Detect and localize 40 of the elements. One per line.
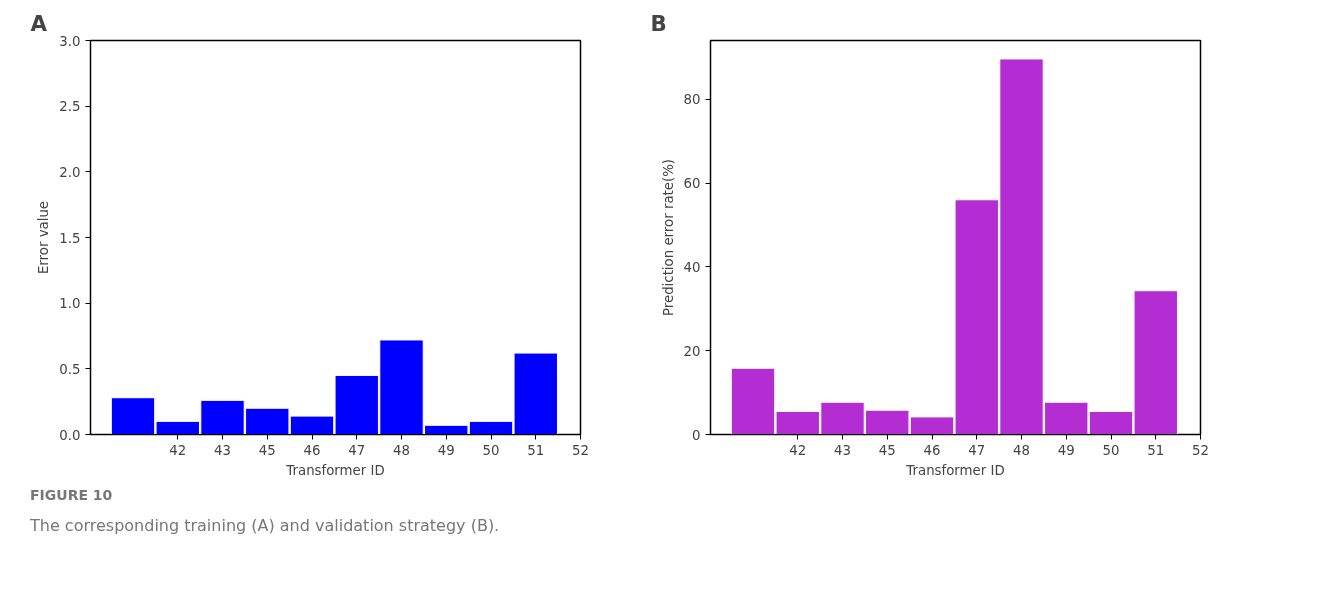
y-tick-label: 0.0 [59, 427, 81, 443]
x-tick-label: 46 [303, 442, 321, 458]
chart-title: B [650, 10, 667, 36]
x-tick-label: 49 [437, 442, 455, 458]
y-tick-label: 1.0 [59, 296, 81, 312]
y-tick-label: 60 [683, 176, 701, 192]
y-tick-label: 2.5 [59, 99, 81, 115]
text: The corresponding training (A) and validation strategy (B). [30, 515, 500, 537]
x-tick-label: 47 [968, 442, 986, 458]
x-tick-label: 48 [1013, 442, 1030, 458]
y-tick-label: 2.0 [59, 164, 81, 180]
x-tick-label: 46 [923, 442, 941, 458]
y-tick-label: 40 [683, 259, 701, 275]
x-axis-title: Transformer ID [285, 462, 385, 478]
x-tick-label: 52 [1192, 442, 1209, 458]
y-tick-label: 0.5 [59, 361, 81, 377]
y-tick-label: 20 [683, 343, 701, 359]
x-tick-label: 47 [348, 442, 366, 458]
x-tick-label: 43 [214, 442, 231, 458]
y-tick-label: 3.0 [59, 33, 81, 49]
y-axis-title: Prediction error rate(%) [660, 158, 676, 317]
x-tick-label: 42 [789, 442, 807, 458]
y-tick-label: 1.5 [59, 230, 81, 246]
x-tick-label: 42 [169, 442, 187, 458]
x-tick-label: 45 [878, 442, 896, 458]
x-tick-label: 49 [1057, 442, 1075, 458]
x-tick-label: 48 [393, 442, 410, 458]
y-tick-label: 0 [692, 427, 701, 443]
x-tick-label: 43 [834, 442, 851, 458]
x-tick-label: 51 [1147, 442, 1165, 458]
x-tick-label: 50 [482, 442, 500, 458]
x-tick-label: 45 [258, 442, 276, 458]
x-axis-title: Transformer ID [905, 462, 1005, 478]
y-axis-title: Error value [36, 200, 52, 275]
x-tick-label: 52 [572, 442, 589, 458]
chart-title: A [30, 10, 48, 36]
y-tick-label: 80 [683, 92, 701, 108]
caption: FIGURE 10 [30, 486, 113, 505]
x-tick-label: 50 [1102, 442, 1120, 458]
x-tick-label: 51 [527, 442, 545, 458]
